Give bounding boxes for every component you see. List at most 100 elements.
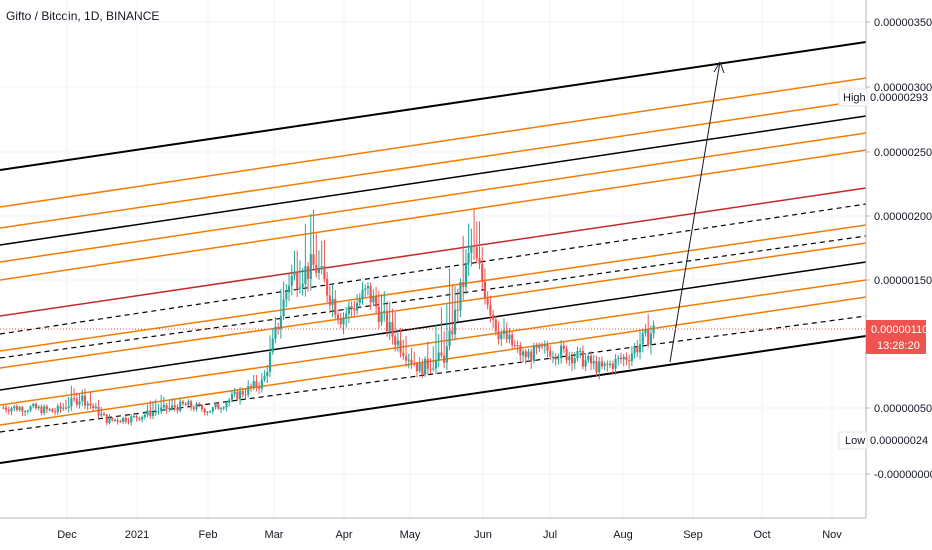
candle-body bbox=[356, 302, 359, 311]
candle-body bbox=[462, 282, 465, 287]
candle-body bbox=[331, 298, 334, 306]
candle-body bbox=[481, 264, 484, 282]
candle-body bbox=[473, 245, 476, 248]
candle-body bbox=[244, 394, 247, 396]
candle-body bbox=[598, 361, 601, 373]
candle-body bbox=[345, 313, 348, 318]
candle-body bbox=[402, 352, 405, 356]
candle-body bbox=[619, 357, 623, 360]
candle-body bbox=[40, 406, 43, 414]
candle-body bbox=[652, 325, 655, 334]
candle-body bbox=[21, 407, 24, 412]
candle-body bbox=[132, 416, 136, 418]
channel-line bbox=[0, 99, 867, 229]
candle-body bbox=[119, 421, 122, 423]
candle-body bbox=[203, 409, 206, 413]
candle-body bbox=[24, 411, 27, 413]
candle-body bbox=[595, 361, 598, 373]
candle-body bbox=[124, 418, 127, 422]
candle-body bbox=[192, 407, 195, 410]
candle-body bbox=[573, 358, 576, 364]
candle-body bbox=[426, 358, 429, 369]
channel-line bbox=[0, 41, 867, 171]
candle-body bbox=[581, 350, 584, 367]
candle-body bbox=[70, 398, 73, 407]
projection-arrow-head bbox=[713, 61, 725, 74]
candle-body bbox=[339, 318, 342, 325]
candle-body bbox=[290, 275, 293, 286]
candle-body bbox=[113, 419, 116, 421]
last-price-badge: 0.00000110 13:28:20 bbox=[866, 320, 928, 354]
candle-body bbox=[434, 359, 438, 369]
channel-line bbox=[0, 77, 867, 208]
candle-body bbox=[486, 298, 489, 305]
x-tick-label: Mar bbox=[265, 529, 284, 541]
candle-body bbox=[521, 351, 525, 356]
candle-body bbox=[154, 411, 157, 413]
candle-body bbox=[364, 288, 367, 290]
candle-body bbox=[532, 345, 535, 361]
candle-body bbox=[502, 330, 506, 334]
candle-body bbox=[170, 405, 174, 408]
candle-body bbox=[217, 404, 220, 409]
projection-arrow bbox=[669, 61, 721, 363]
x-tick-label: 2021 bbox=[125, 529, 149, 541]
candle-body bbox=[266, 372, 269, 377]
candle-body bbox=[5, 407, 8, 410]
candle-body bbox=[628, 360, 631, 362]
candle-body bbox=[64, 407, 67, 409]
chart-title: Gifto / Bitcoin, 1D, BINANCE bbox=[6, 9, 160, 23]
candle-body bbox=[309, 254, 312, 280]
y-tick-label: -0.00000000 bbox=[874, 469, 932, 481]
candle-body bbox=[81, 395, 84, 402]
candle-body bbox=[560, 345, 563, 359]
candle-body bbox=[165, 404, 168, 410]
high-badge: High 0.00000293 bbox=[838, 88, 928, 107]
candle-body bbox=[527, 351, 530, 358]
candle-body bbox=[214, 404, 217, 408]
candle-body bbox=[195, 403, 198, 410]
candle-body bbox=[130, 416, 133, 423]
candle-body bbox=[198, 403, 201, 405]
candle-body bbox=[519, 345, 522, 356]
candle-body bbox=[342, 317, 345, 325]
candle-body bbox=[285, 292, 288, 300]
candle-body bbox=[312, 254, 315, 265]
x-tick-label: Aug bbox=[613, 529, 633, 541]
candle-body bbox=[179, 401, 182, 411]
candle-body bbox=[554, 356, 557, 360]
candle-body bbox=[603, 363, 606, 367]
channel-line bbox=[0, 279, 867, 406]
channel-line bbox=[0, 242, 867, 369]
x-axis-ticks: Dec 2021 Feb Mar Apr May Jun Jul Aug Sep Oct Nov bbox=[57, 529, 842, 541]
candle-body bbox=[315, 264, 318, 273]
channel-lines bbox=[0, 41, 867, 464]
countdown-value: 13:28:20 bbox=[877, 340, 920, 352]
candle-body bbox=[127, 421, 130, 423]
candle-body bbox=[350, 306, 353, 309]
x-tick-label: May bbox=[400, 529, 421, 541]
y-tick-label: 0.00000300 bbox=[874, 82, 932, 94]
candle-body bbox=[249, 386, 253, 388]
candle-body bbox=[492, 314, 495, 320]
candle-body bbox=[380, 311, 383, 323]
candle-body bbox=[579, 350, 582, 352]
candle-body bbox=[622, 356, 625, 360]
candle-body bbox=[59, 406, 62, 409]
candle-body bbox=[369, 285, 372, 303]
high-label: High bbox=[843, 92, 866, 104]
candle-body bbox=[432, 368, 435, 370]
candle-body bbox=[149, 410, 152, 417]
candle-body bbox=[625, 356, 628, 361]
y-axis-ticks: 0.00000350 0.00000300 0.00000250 0.00000200… bbox=[866, 17, 932, 481]
candle-body bbox=[443, 355, 446, 363]
candle-body bbox=[377, 306, 380, 323]
low-label: Low bbox=[845, 435, 865, 447]
candle-body bbox=[138, 418, 141, 420]
x-tick-label: Apr bbox=[335, 529, 352, 541]
x-tick-label: Sep bbox=[683, 529, 703, 541]
candle-body bbox=[399, 340, 402, 353]
candle-body bbox=[570, 356, 574, 364]
candle-body bbox=[647, 329, 650, 345]
